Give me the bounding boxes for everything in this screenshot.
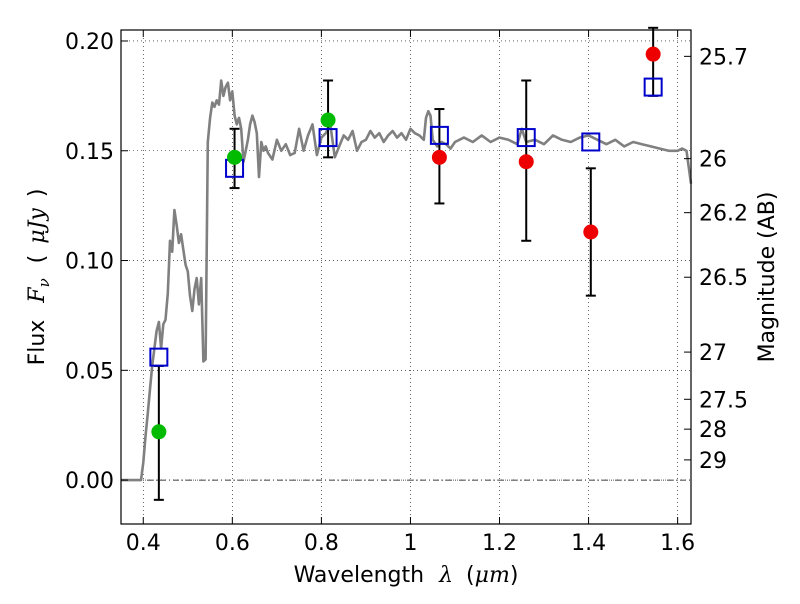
y-tick-label: 0.10 — [65, 250, 114, 275]
x-tick-label: 0.6 — [215, 531, 250, 556]
y2-tick-label: 27 — [699, 341, 727, 366]
y-axis-label-subscript: ν — [35, 278, 53, 287]
y-tick-label: 0.20 — [65, 30, 114, 55]
y-axis-label-symbol: F — [25, 287, 50, 304]
model-square — [643, 77, 663, 97]
y-tick-label: 0.15 — [65, 140, 114, 165]
x-tick-label: 0.8 — [304, 531, 339, 556]
y2-tick-label: 26.5 — [699, 266, 748, 291]
y-axis-label-unit: μJy — [25, 208, 50, 244]
x-axis-label-text: Wavelength — [294, 563, 425, 588]
model-square — [516, 128, 536, 148]
x-tick-label: 0.4 — [126, 531, 161, 556]
grid-lines — [121, 30, 691, 524]
x-axis-label-unit: μm — [475, 563, 510, 588]
model-square — [318, 128, 338, 148]
y-tick-label: 0.00 — [65, 469, 114, 494]
low-sn-point — [518, 154, 534, 170]
x-tick-label: 1 — [403, 531, 417, 556]
y-axis-label-text: Flux — [25, 320, 50, 366]
x-axis-label-symbol: λ — [438, 563, 453, 588]
model-square — [581, 132, 601, 152]
low-sn-point — [431, 149, 447, 165]
y-axis-label-unit-open: ( — [25, 255, 50, 264]
low-sn-point — [645, 46, 661, 62]
model-square — [149, 347, 169, 367]
model-square — [429, 125, 449, 145]
observed-photometry-points — [151, 46, 661, 440]
y-tick-label: 0.05 — [65, 359, 114, 384]
y2-tick-label: 27.5 — [699, 388, 748, 413]
secondary-y-axis-label: Magnitude (AB) — [755, 192, 780, 363]
x-axis-label-unit-close: ) — [510, 563, 519, 588]
low-sn-point — [583, 224, 599, 240]
x-axis-label-unit-open: ( — [466, 563, 475, 588]
y2-tick-label: 29 — [699, 449, 727, 474]
axis-ticks: 0.4 0.6 0.8 1 1.2 1.4 1.6 0.00 0.05 0.10 0.15 0.20 2… — [65, 30, 748, 556]
y-axis-label-unit-close: ) — [25, 189, 50, 198]
detection-point — [320, 112, 336, 128]
y2-tick-label: 26.2 — [699, 202, 748, 227]
y2-tick-label: 26 — [699, 148, 727, 173]
detection-point — [151, 424, 167, 440]
x-tick-label: 1.6 — [660, 531, 695, 556]
y2-tick-label: 28 — [699, 418, 727, 443]
y-axis-label: Flux Fν ( μJy ) — [25, 189, 55, 366]
x-tick-label: 1.4 — [571, 531, 606, 556]
x-tick-label: 1.2 — [482, 531, 517, 556]
y2-tick-label: 25.7 — [699, 45, 748, 70]
detection-point — [227, 149, 243, 165]
x-axis-label: Wavelength λ (μm) — [294, 563, 519, 588]
